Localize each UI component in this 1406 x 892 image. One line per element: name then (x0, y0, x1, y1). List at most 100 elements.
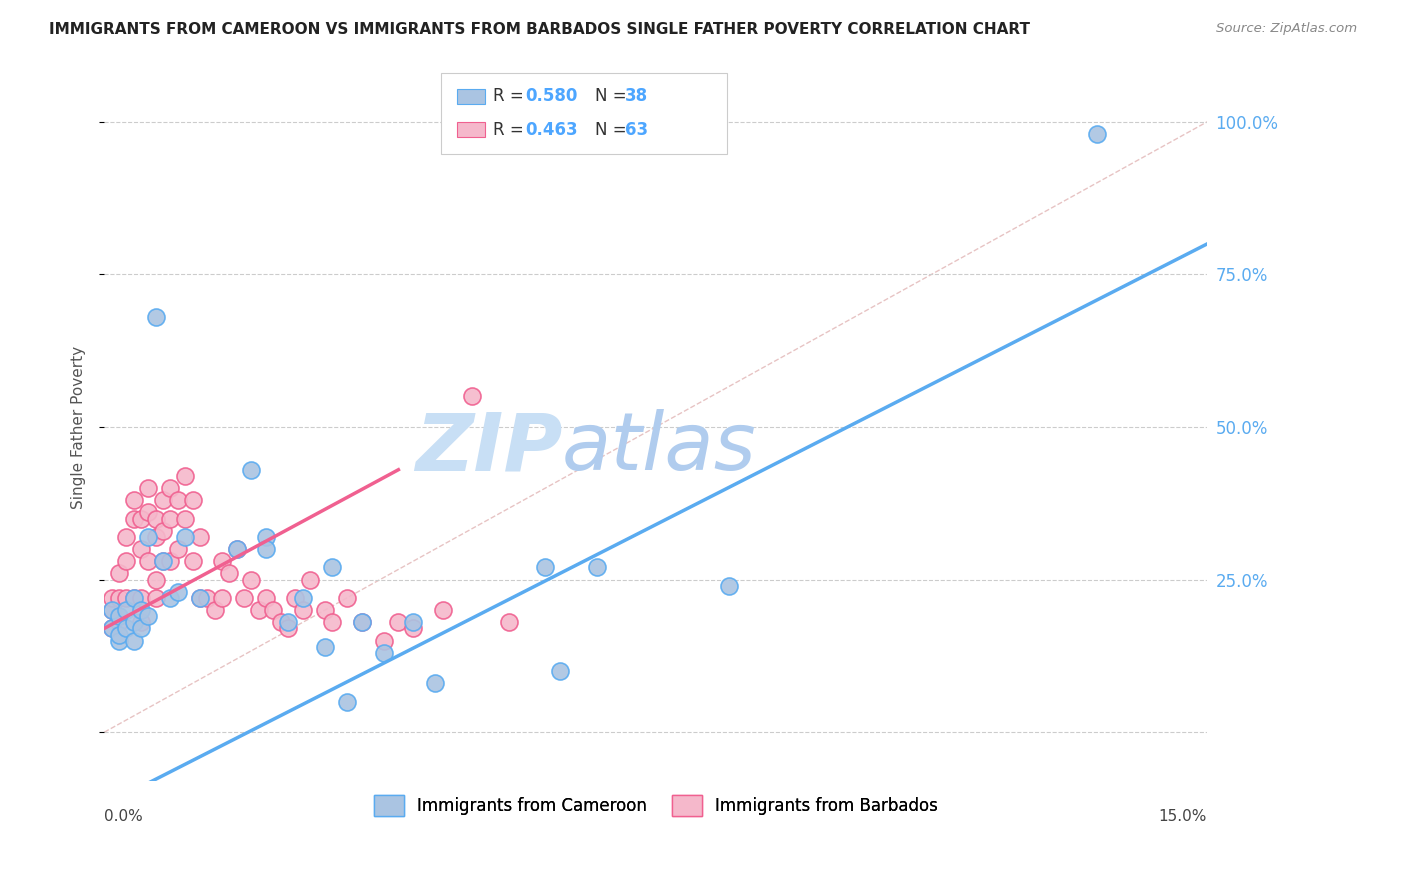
Text: 0.0%: 0.0% (104, 809, 143, 824)
Point (115, 622, 138, 636)
Point (100, 622, 122, 636)
Point (115, 530, 138, 544)
Point (115, 603, 138, 617)
Point (129, 603, 152, 617)
Text: 63: 63 (624, 120, 648, 138)
Text: R =: R = (492, 87, 529, 105)
Point (402, 615, 425, 630)
Point (174, 511, 197, 525)
Point (100, 622, 122, 636)
Point (211, 591, 233, 605)
Point (211, 554, 233, 568)
Point (284, 591, 307, 605)
FancyBboxPatch shape (457, 88, 485, 104)
Point (152, 524, 174, 538)
Point (181, 493, 204, 508)
Point (145, 573, 167, 587)
Point (174, 530, 197, 544)
Text: N =: N = (595, 120, 631, 138)
Point (233, 591, 256, 605)
Point (254, 542, 277, 557)
Point (321, 560, 343, 574)
Point (100, 603, 122, 617)
Point (314, 640, 336, 654)
Point (291, 603, 314, 617)
Point (159, 511, 181, 525)
Point (122, 493, 145, 508)
Point (122, 591, 145, 605)
Point (188, 591, 211, 605)
Point (100, 591, 122, 605)
Point (402, 622, 425, 636)
Point (159, 591, 181, 605)
Point (122, 591, 145, 605)
Point (138, 505, 160, 519)
Point (159, 481, 181, 495)
Point (291, 591, 314, 605)
Point (195, 591, 218, 605)
Point (534, 560, 557, 574)
Point (129, 615, 152, 630)
Point (115, 591, 138, 605)
Point (108, 591, 131, 605)
Text: Source: ZipAtlas.com: Source: ZipAtlas.com (1216, 22, 1357, 36)
Point (299, 573, 322, 587)
Point (174, 468, 197, 483)
Point (166, 542, 188, 557)
Point (336, 591, 359, 605)
Point (115, 554, 138, 568)
Point (387, 615, 409, 630)
FancyBboxPatch shape (440, 73, 727, 154)
Text: atlas: atlas (562, 409, 756, 487)
Point (254, 591, 277, 605)
Point (129, 511, 152, 525)
Point (270, 615, 292, 630)
Point (586, 560, 609, 574)
Point (152, 493, 174, 508)
Text: 15.0%: 15.0% (1159, 809, 1208, 824)
Point (204, 603, 226, 617)
Text: R =: R = (492, 120, 529, 138)
Point (225, 542, 247, 557)
Point (425, 676, 447, 690)
Point (277, 615, 299, 630)
Point (432, 603, 454, 617)
Point (225, 542, 247, 557)
Point (138, 530, 160, 544)
Point (240, 463, 263, 477)
Point (108, 609, 131, 624)
Point (498, 615, 520, 630)
Point (129, 622, 152, 636)
Text: 0.463: 0.463 (526, 120, 578, 138)
Point (188, 530, 211, 544)
Point (461, 389, 484, 403)
Point (336, 695, 359, 709)
Point (145, 530, 167, 544)
Point (373, 633, 395, 648)
Point (145, 511, 167, 525)
Y-axis label: Single Father Poverty: Single Father Poverty (72, 345, 86, 508)
Point (108, 627, 131, 641)
Point (188, 591, 211, 605)
Point (108, 566, 131, 581)
Point (145, 310, 167, 325)
Point (247, 603, 270, 617)
Point (129, 542, 152, 557)
Point (108, 615, 131, 630)
Point (254, 530, 277, 544)
Point (262, 603, 284, 617)
Text: 38: 38 (624, 87, 648, 105)
Point (129, 591, 152, 605)
Point (166, 493, 188, 508)
Point (152, 554, 174, 568)
Point (314, 603, 336, 617)
Point (321, 615, 343, 630)
Point (350, 615, 373, 630)
Point (122, 511, 145, 525)
Point (373, 646, 395, 660)
Point (145, 591, 167, 605)
Legend: Immigrants from Cameroon, Immigrants from Barbados: Immigrants from Cameroon, Immigrants fro… (367, 789, 945, 822)
Point (277, 622, 299, 636)
Point (152, 554, 174, 568)
Point (181, 554, 204, 568)
